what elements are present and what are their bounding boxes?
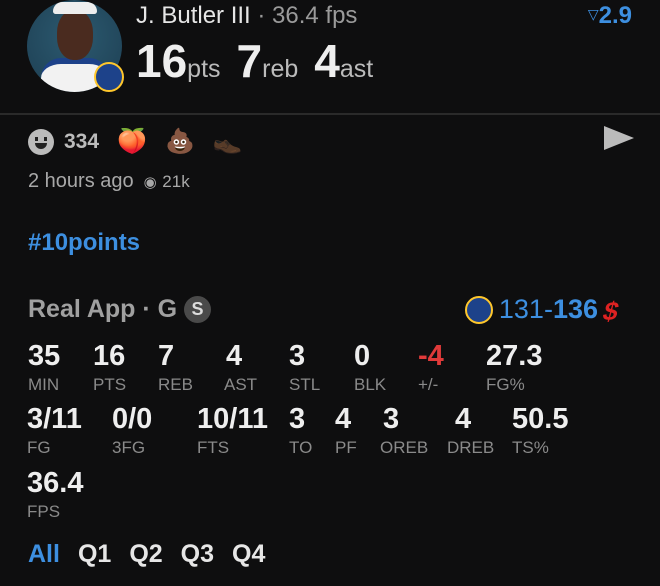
stat-value: 3	[383, 403, 400, 435]
down-triangle-icon: ▽	[587, 6, 599, 22]
player-position: G	[157, 295, 178, 323]
stat-dreb: 4 DREB	[447, 403, 494, 458]
blazers-logo-icon: $	[599, 295, 623, 326]
quarter-tabs: All Q1 Q2 Q3 Q4	[28, 540, 265, 569]
view-count: 21k	[162, 172, 190, 191]
warriors-logo-icon	[94, 62, 124, 92]
tab-q2[interactable]: Q2	[129, 540, 163, 568]
reaction-count: 334	[64, 129, 100, 153]
stat-value: 10/11	[197, 403, 268, 435]
stat-label: TO	[289, 438, 313, 457]
hashtag-link[interactable]: #10points	[28, 229, 141, 256]
stat-label: STL	[289, 375, 321, 394]
stat-fg: 3/11 FG	[27, 403, 82, 458]
tab-all[interactable]: All	[28, 540, 60, 568]
stat-to: 3 TO	[289, 403, 312, 458]
ast-unit: ast	[339, 55, 374, 83]
home-score: 131	[498, 294, 544, 324]
timestamp: 2 hours ago	[28, 170, 134, 192]
game-source: Real App · G S	[28, 295, 212, 324]
ast-value: 4	[314, 35, 340, 87]
stat-label: FTS	[197, 438, 230, 457]
stat-value: 7	[158, 340, 175, 372]
pts-value: 16	[136, 35, 188, 87]
stat-value: 3	[289, 403, 306, 435]
stat-value: 35	[28, 340, 61, 372]
eye-icon: ◉	[143, 174, 157, 191]
stat-value: -4	[418, 340, 444, 372]
stat-label: 3FG	[112, 438, 146, 457]
divider	[0, 113, 660, 115]
stat-value: 4	[455, 403, 472, 435]
stat-line: 16pts 7reb 4ast	[136, 34, 389, 88]
source-name: Real App	[28, 295, 136, 323]
shoe-emoji-icon[interactable]: 👞	[212, 128, 243, 155]
tab-q3[interactable]: Q3	[180, 540, 215, 568]
stat-pts: 16 PTS	[93, 340, 126, 395]
tab-q4[interactable]: Q4	[232, 540, 266, 568]
stat-label: OREB	[380, 438, 429, 457]
stat-value: 0/0	[112, 403, 153, 435]
stat-label: PF	[335, 438, 357, 457]
stat-label: PTS	[93, 375, 127, 394]
stat-fps: 36.4 FPS	[27, 467, 83, 522]
score-separator: -	[543, 294, 553, 324]
face	[57, 10, 93, 60]
stat-min: 35 MIN	[28, 340, 60, 395]
stat-label: AST	[224, 375, 258, 394]
stat-ast: 4 AST	[224, 340, 257, 395]
stat-label: +/-	[418, 375, 439, 394]
headband	[53, 2, 97, 14]
stat-label: FPS	[27, 502, 61, 521]
tab-q1[interactable]: Q1	[77, 540, 112, 568]
stat-label: FG%	[486, 375, 525, 394]
stat-value: 27.3	[486, 340, 543, 372]
stat-label: MIN	[28, 375, 60, 394]
smiley-reaction-icon[interactable]	[28, 128, 54, 155]
stat-label: REB	[158, 375, 193, 394]
player-header[interactable]: J. Butler III · 36.4 fps	[136, 2, 358, 29]
reb-value: 7	[236, 35, 263, 87]
stat-pf: 4 PF	[335, 403, 357, 458]
stat-label: BLK	[354, 375, 387, 394]
player-fps: 36.4 fps	[272, 2, 358, 29]
away-score: 136	[552, 294, 598, 324]
stat-fg-pct: 27.3 FG%	[486, 340, 542, 395]
stat-label: FG	[27, 438, 51, 457]
warriors-logo-icon	[464, 295, 493, 324]
stat-fts: 10/11 FTS	[197, 403, 268, 458]
game-score[interactable]: 131-136 $	[464, 294, 630, 326]
stat-label: DREB	[447, 438, 495, 457]
stat-value: 16	[93, 340, 126, 372]
stat-value: 50.5	[512, 403, 569, 435]
send-icon[interactable]	[604, 126, 634, 150]
poop-emoji-icon[interactable]: 💩	[164, 128, 195, 155]
fps-delta: ▽2.9	[588, 2, 632, 30]
pts-unit: pts	[187, 55, 221, 83]
stat-plus-minus: -4 +/-	[418, 340, 444, 395]
reactions-bar: 334 🍑 💩 👞	[28, 127, 243, 156]
stat-oreb: 3 OREB	[380, 403, 428, 458]
player-name: J. Butler III	[136, 2, 251, 29]
stat-value: 36.4	[27, 467, 84, 499]
stat-value: 3	[289, 340, 306, 372]
stat-value: 0	[354, 340, 371, 372]
reb-unit: reb	[262, 55, 299, 83]
peach-emoji-icon[interactable]: 🍑	[117, 128, 147, 155]
starter-badge: S	[184, 296, 212, 323]
delta-value: 2.9	[598, 2, 632, 29]
stat-reb: 7 REB	[158, 340, 193, 395]
stat-value: 4	[335, 403, 352, 435]
post-meta: 2 hours ago ◉ 21k	[28, 170, 190, 193]
stat-value: 3/11	[27, 403, 82, 435]
stat-stl: 3 STL	[289, 340, 320, 395]
stat-3fg: 0/0 3FG	[112, 403, 152, 458]
stat-label: TS%	[512, 438, 549, 457]
stat-ts-pct: 50.5 TS%	[512, 403, 568, 458]
stat-value: 4	[226, 340, 243, 372]
stat-blk: 0 BLK	[354, 340, 386, 395]
